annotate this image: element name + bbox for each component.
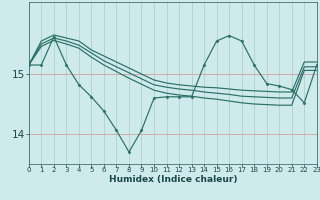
X-axis label: Humidex (Indice chaleur): Humidex (Indice chaleur) (108, 175, 237, 184)
